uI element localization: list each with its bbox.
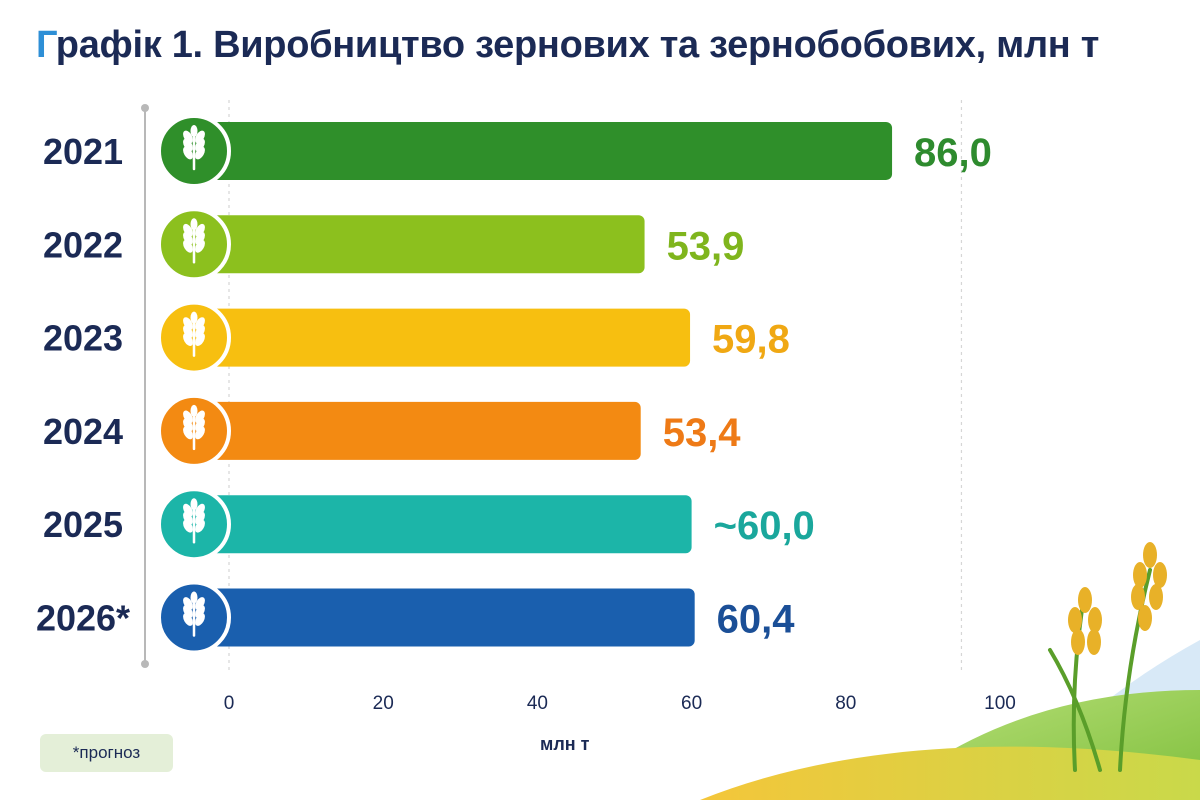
category-label: 2025 (43, 504, 123, 545)
bar (200, 122, 893, 180)
x-tick-label: 20 (373, 693, 394, 714)
value-label: 53,9 (667, 224, 745, 268)
category-axis-cap-top (141, 104, 149, 112)
value-label: 53,4 (663, 411, 742, 455)
category-axis-cap-bottom (141, 660, 149, 668)
wheat-icon (183, 404, 205, 451)
bar (200, 215, 645, 274)
gridlines (228, 100, 963, 672)
field-decoration (700, 542, 1200, 800)
value-label: ~60,0 (714, 504, 815, 548)
chart-title: Графік 1. Виробництво зернових та зерноб… (36, 24, 1099, 67)
bar (200, 495, 692, 554)
x-tick-label: 0 (224, 693, 235, 714)
value-label: 59,8 (712, 318, 790, 362)
value-label: 60,4 (717, 598, 796, 642)
category-label: 2023 (43, 318, 123, 359)
bar-row: 2023 59,8 (43, 300, 790, 375)
category-label: 2021 (43, 131, 123, 172)
bar (200, 401, 641, 460)
value-label: 86,0 (914, 131, 992, 175)
category-label: 2026* (36, 598, 130, 639)
bar (200, 588, 695, 647)
x-tick-label: 100 (984, 693, 1016, 714)
wheat-icon (183, 125, 205, 171)
x-tick-label: 80 (835, 693, 856, 714)
bars: 2021 86,0 2022 53,9 2023 59,8 2024 53,4 2025 ~60,… (36, 114, 992, 655)
category-label: 2022 (43, 224, 123, 265)
bar-row: 2024 53,4 (43, 393, 742, 468)
wheat-icon (183, 498, 205, 544)
x-tick-label: 60 (681, 693, 702, 714)
wheat-icon (183, 218, 205, 264)
category-label: 2024 (43, 411, 123, 452)
bar-row: 2026* 60,4 (36, 580, 796, 655)
wheat-icon (183, 311, 205, 357)
forecast-footnote: *прогноз (40, 734, 173, 772)
bar (200, 308, 691, 367)
chart-title-text: рафік 1. Виробництво зернових та зернобо… (55, 24, 1100, 66)
wheat-icon (183, 591, 205, 637)
x-axis-title: млн т (540, 734, 590, 754)
chart-title-first-letter: Г (36, 24, 56, 66)
x-axis-ticks: 0 20 40 60 80 100 (224, 693, 1016, 714)
bar-row: 2022 53,9 (43, 207, 745, 282)
bar-row: 2021 86,0 (43, 114, 992, 188)
bar-row: 2025 ~60,0 (43, 487, 815, 562)
x-tick-label: 40 (527, 693, 548, 714)
